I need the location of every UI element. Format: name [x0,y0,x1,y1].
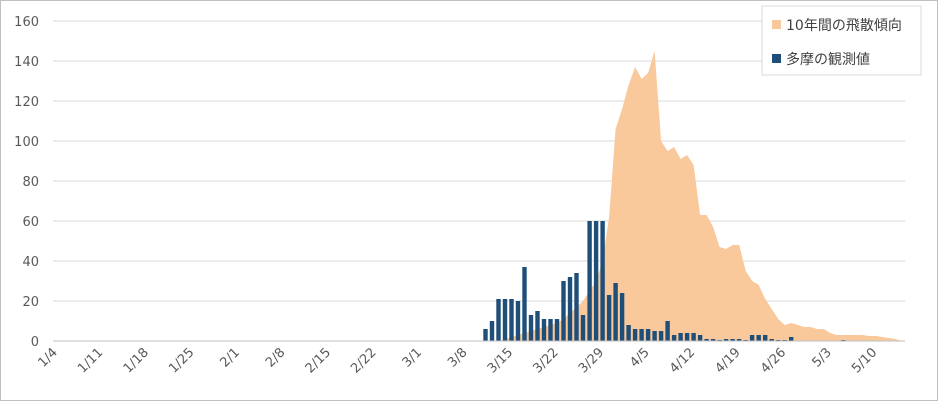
bar-tama-observed [587,221,592,341]
bar-tama-observed [697,335,703,341]
x-tick-label: 4/26 [758,345,789,376]
bar-tama-observed [496,299,501,341]
x-tick-label: 1/4 [35,345,60,370]
bar-tama-observed [645,329,651,341]
bar-tama-observed [541,319,547,341]
x-tick-label: 2/15 [303,345,334,376]
y-tick-label: 80 [22,175,39,190]
x-tick-label: 3/22 [530,345,561,376]
bar-tama-observed [626,325,631,341]
bar-tama-observed [548,319,553,341]
bar-tama-observed [684,333,690,341]
bar-tama-observed [535,311,540,341]
bar-tama-observed [619,293,625,341]
x-tick-label: 4/19 [712,345,743,376]
x-tick-label: 3/29 [576,345,607,376]
x-tick-label: 4/5 [627,345,652,370]
x-tick-label: 2/22 [348,345,379,376]
y-tick-label: 0 [31,335,39,350]
bar-tama-observed [522,267,527,341]
bar-tama-observed [671,335,677,341]
y-tick-label: 20 [22,295,39,310]
bar-tama-observed [678,333,683,341]
bar-tama-observed [730,339,735,341]
bar-tama-observed [632,329,638,341]
bar-tama-observed [639,329,644,341]
x-tick-label: 2/8 [263,345,288,370]
bar-tama-observed [710,339,716,341]
bar-tama-observed [515,301,521,341]
bar-tama-observed [763,335,768,341]
bar-tama-observed [756,335,761,341]
bar-tama-observed [574,273,579,341]
bar-tama-observed [554,319,560,341]
x-tick-label: 1/18 [121,345,152,376]
legend-swatch [772,20,781,29]
y-tick-label: 60 [22,215,39,230]
legend-box [761,5,922,76]
bar-tama-observed [736,339,742,341]
bar-tama-observed [789,337,794,341]
x-tick-label: 3/8 [445,345,470,370]
bar-tama-observed [769,339,774,341]
legend-label: 多摩の観測値 [786,51,870,68]
bar-tama-observed [489,321,495,341]
x-tick-label: 1/25 [166,345,197,376]
bar-tama-observed [600,221,605,341]
bar-tama-observed [502,299,508,341]
legend-swatch [772,54,781,63]
bar-tama-observed [749,335,755,341]
bar-tama-observed [658,331,664,341]
bar-tama-observed [561,281,566,341]
bar-tama-observed [509,299,514,341]
y-tick-label: 120 [14,95,39,110]
y-tick-label: 160 [14,15,39,30]
bar-tama-observed [567,277,573,341]
y-tick-label: 140 [14,55,39,70]
x-tick-label: 3/1 [400,345,425,370]
x-tick-label: 5/10 [849,345,880,376]
bar-tama-observed [723,339,729,341]
bar-tama-observed [593,221,599,341]
x-tick-label: 4/12 [667,345,698,376]
x-tick-label: 2/1 [218,345,243,370]
bar-tama-observed [652,331,657,341]
x-tick-label: 1/11 [75,345,106,376]
bar-tama-observed [483,329,488,341]
bar-tama-observed [580,315,586,341]
area-series-10yr-trend [498,51,902,341]
y-tick-label: 40 [22,255,39,270]
bar-tama-observed [704,339,709,341]
bar-tama-observed [613,283,618,341]
bar-tama-observed [528,315,534,341]
y-tick-label: 100 [14,135,39,150]
x-tick-label: 3/15 [485,345,516,376]
legend-label: 10年間の飛散傾向 [786,18,902,34]
bar-tama-observed [665,321,670,341]
bar-tama-observed [691,333,696,341]
bar-tama-observed [606,295,612,341]
x-tick-label: 5/3 [809,345,834,370]
